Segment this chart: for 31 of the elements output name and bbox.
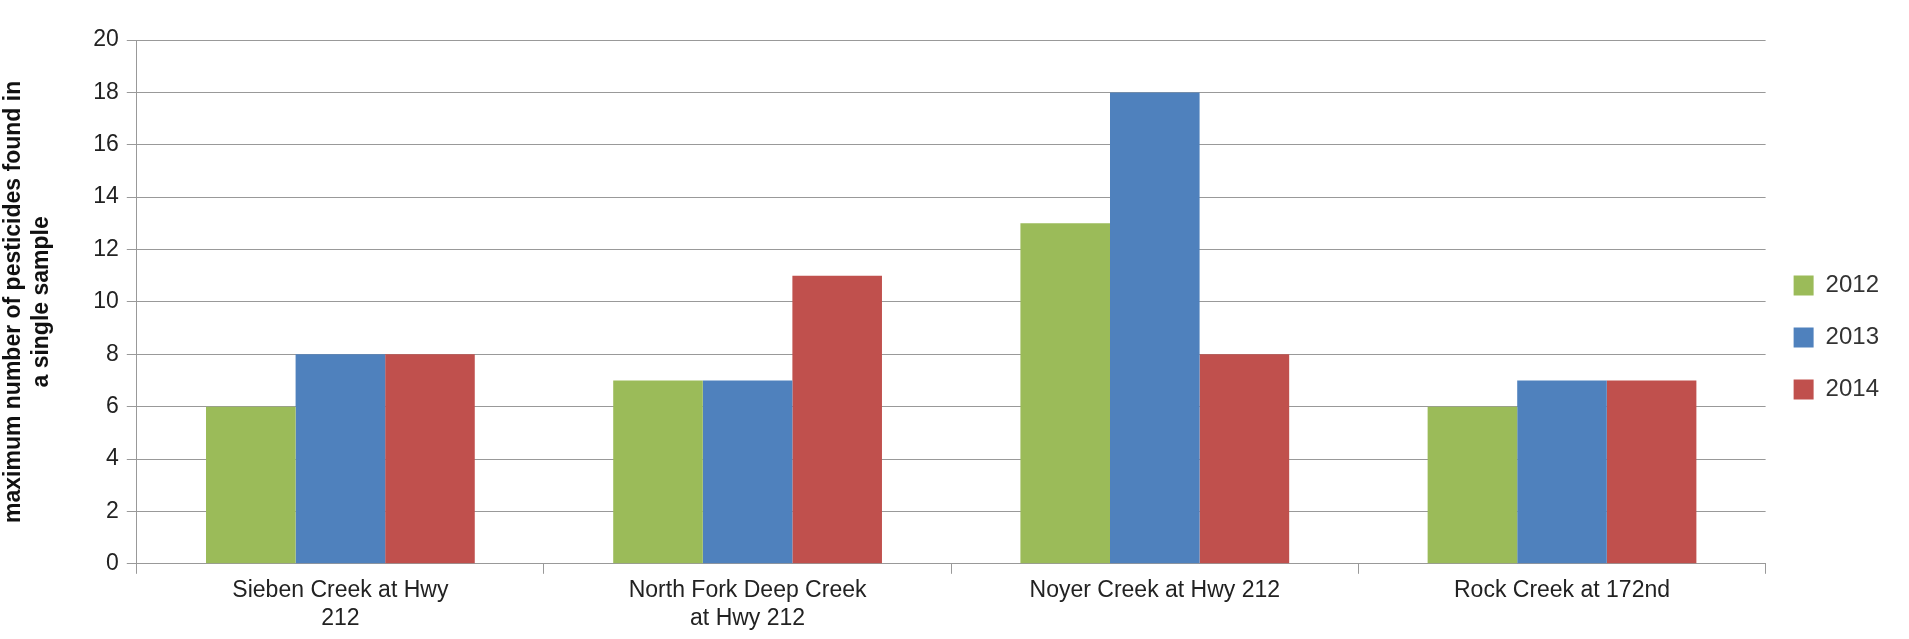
y-tick-label: 18 xyxy=(93,77,119,104)
bar xyxy=(295,354,386,564)
bar xyxy=(792,275,882,564)
y-tick-label: 6 xyxy=(105,392,119,418)
bar xyxy=(1427,406,1518,564)
bar xyxy=(1020,223,1111,564)
y-axis-title: maximum number of pesticides found in a single sample xyxy=(0,80,53,523)
y-tick-label: 2 xyxy=(105,496,119,523)
bar xyxy=(702,380,793,564)
y-tick-label: 10 xyxy=(93,287,119,314)
bar xyxy=(1606,380,1697,564)
x-tick-label: Sieben Creek at Hwy 212 xyxy=(232,575,449,630)
bar xyxy=(1517,380,1607,564)
bar xyxy=(1199,354,1290,564)
bar xyxy=(385,354,475,564)
y-tick-label: 20 xyxy=(93,25,119,52)
y-tick-label: 16 xyxy=(93,130,119,157)
bar xyxy=(1110,92,1200,564)
bar xyxy=(206,406,296,564)
y-tick-label: 14 xyxy=(93,182,119,209)
legend-label: 2013 xyxy=(1825,322,1879,350)
legend-label: 2014 xyxy=(1825,374,1879,402)
y-tick-label: 12 xyxy=(93,234,119,261)
y-tick-label: 8 xyxy=(105,339,119,366)
x-tick-label: Noyer Creek at Hwy 212 xyxy=(1029,575,1281,602)
legend-label: 2012 xyxy=(1825,270,1879,298)
y-tick-label: 4 xyxy=(105,444,119,471)
x-tick-label: Rock Creek at 172nd xyxy=(1453,575,1671,602)
bar xyxy=(613,380,703,564)
y-tick-label: 0 xyxy=(105,549,119,576)
x-tick-label: North Fork Deep Creek at Hwy 212 xyxy=(628,575,867,630)
